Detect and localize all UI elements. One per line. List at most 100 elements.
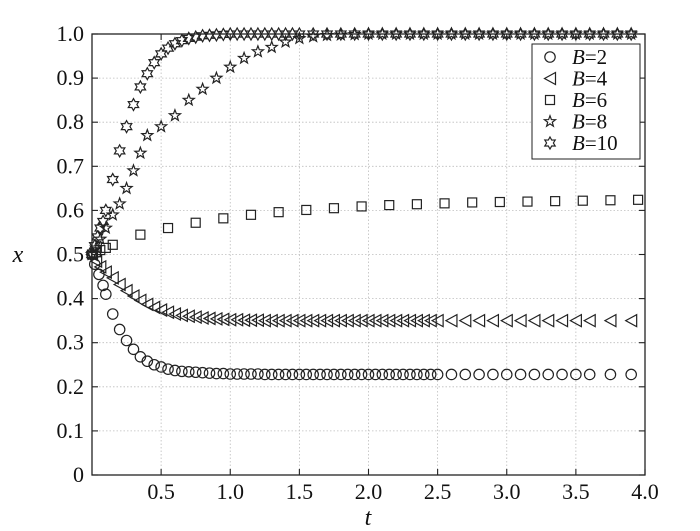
data-point	[120, 334, 133, 347]
data-point	[444, 313, 458, 328]
series-B6	[86, 194, 644, 260]
data-point	[175, 33, 189, 48]
data-point	[190, 217, 201, 228]
legend-marker	[544, 51, 556, 63]
data-point	[334, 313, 347, 328]
data-point	[473, 368, 485, 381]
data-point	[445, 368, 458, 381]
data-point	[314, 368, 326, 381]
data-point	[355, 368, 368, 381]
data-point	[550, 196, 561, 207]
data-point	[604, 368, 617, 381]
data-point	[134, 79, 147, 95]
data-point	[389, 26, 403, 42]
legend-entry: B=8	[572, 110, 607, 134]
data-point	[306, 26, 320, 42]
data-point	[279, 368, 292, 381]
data-point	[375, 313, 389, 328]
data-point	[224, 368, 237, 380]
data-point	[306, 313, 320, 328]
data-point	[100, 288, 112, 300]
data-point	[278, 313, 292, 328]
data-point	[112, 196, 127, 210]
data-point	[273, 207, 284, 218]
data-point	[99, 203, 113, 218]
data-point	[133, 293, 147, 308]
data-point	[570, 368, 582, 381]
data-point	[292, 313, 306, 328]
legend-entry: B=2	[572, 45, 607, 69]
data-point	[624, 313, 638, 328]
data-point	[348, 368, 361, 381]
data-point	[245, 209, 257, 220]
legend-entry-value: =8	[585, 110, 607, 134]
data-point	[424, 368, 437, 381]
data-point	[301, 204, 312, 216]
legend-entry-variable: B	[572, 67, 585, 91]
data-point	[107, 239, 118, 250]
legend: B=2B=4B=6B=8B=10	[531, 43, 641, 160]
data-point	[487, 368, 499, 381]
data-point	[541, 26, 555, 42]
data-point	[162, 363, 174, 375]
data-point	[93, 259, 107, 274]
data-point	[93, 231, 108, 246]
x-tick-label: 2.0	[355, 479, 383, 504]
data-point	[209, 70, 224, 85]
x-tick-label: 3.5	[562, 479, 590, 504]
data-point	[264, 39, 279, 54]
data-point	[335, 368, 347, 381]
data-point	[341, 368, 354, 381]
data-point	[320, 313, 334, 328]
grid	[92, 34, 645, 475]
data-point	[514, 368, 527, 381]
data-point	[141, 355, 154, 368]
data-point	[382, 313, 396, 328]
data-point	[181, 92, 196, 107]
y-tick-label: 1.0	[57, 21, 85, 46]
data-point	[368, 313, 382, 328]
legend-entry-variable: B	[572, 45, 585, 69]
data-point	[472, 313, 486, 328]
data-point	[278, 34, 293, 49]
data-point	[169, 364, 181, 377]
data-point	[293, 368, 306, 381]
data-point	[238, 368, 250, 380]
data-point	[245, 368, 257, 380]
data-point	[624, 26, 638, 42]
data-point	[155, 361, 167, 373]
legend-entry-value: =2	[585, 45, 607, 69]
data-point	[528, 26, 541, 42]
data-point	[175, 308, 188, 323]
data-point	[265, 368, 278, 381]
data-point	[347, 313, 361, 328]
data-point	[327, 313, 341, 328]
data-point	[605, 195, 616, 206]
legend-marker	[543, 71, 557, 86]
data-point	[216, 312, 230, 327]
legend-entry-value: =6	[585, 88, 607, 112]
data-point	[147, 55, 161, 70]
data-point	[403, 313, 417, 328]
data-point	[423, 313, 437, 328]
data-point	[264, 313, 278, 328]
data-point	[458, 313, 472, 328]
data-point	[404, 368, 416, 381]
data-point	[126, 288, 140, 303]
data-point	[188, 310, 202, 325]
y-tick-label: 0.5	[57, 242, 85, 267]
data-point	[168, 36, 182, 51]
data-point	[486, 26, 500, 42]
legend-marker	[543, 135, 557, 151]
data-point	[258, 313, 271, 328]
y-tick-label: 0.8	[57, 109, 85, 134]
data-point	[528, 368, 541, 381]
y-tick-label: 0.4	[57, 286, 85, 311]
legend-entry-value: =4	[585, 67, 608, 91]
x-tick-label: 2.5	[424, 479, 452, 504]
data-point	[189, 366, 202, 379]
data-point	[583, 26, 596, 42]
data-point	[307, 368, 319, 381]
data-point	[106, 308, 119, 320]
